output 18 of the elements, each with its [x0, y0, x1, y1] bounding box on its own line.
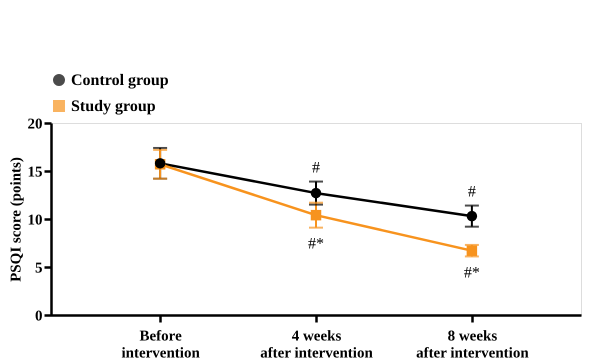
annotation: #*: [464, 264, 480, 282]
point: [310, 210, 322, 220]
y-tick-label: 10: [28, 212, 42, 228]
annotation: #: [312, 160, 320, 177]
legend-label: Control group: [71, 72, 169, 89]
x-tick-label: 8 weeks after intervention: [416, 328, 530, 362]
x-tick-label: 4 weeks after intervention: [260, 328, 374, 362]
y-tick-label: 20: [28, 116, 42, 132]
annotation: #: [468, 184, 476, 201]
y-axis-title: PSQI score (points): [8, 157, 24, 282]
point: [310, 188, 322, 198]
legend-label: Study group: [71, 98, 156, 115]
point: [466, 210, 478, 222]
y-tick-label: 0: [35, 308, 42, 324]
annotation: #*: [308, 236, 324, 253]
y-tick-label: 15: [28, 164, 42, 180]
x-tick-label: Before intervention: [121, 328, 200, 362]
y-tick-label: 5: [35, 260, 42, 276]
